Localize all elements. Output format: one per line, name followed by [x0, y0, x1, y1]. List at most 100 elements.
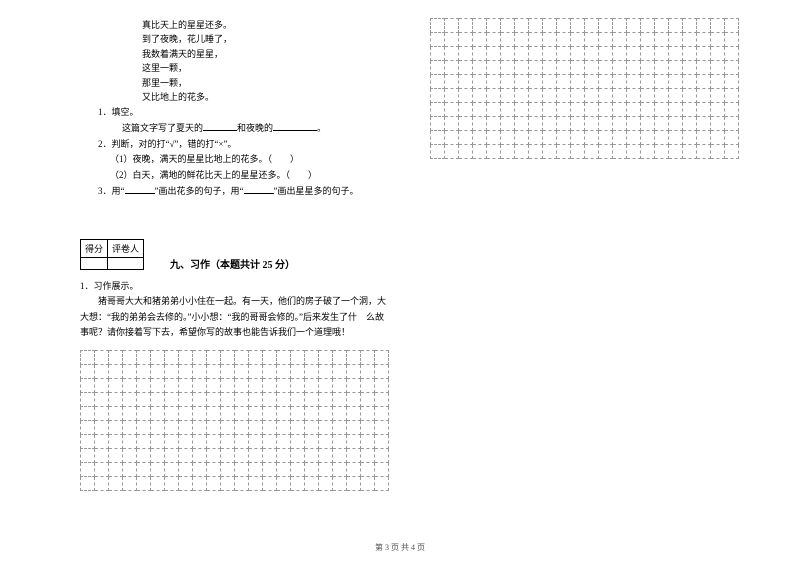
grid-cell[interactable]	[613, 19, 627, 33]
grid-cell[interactable]	[655, 89, 669, 103]
grid-cell[interactable]	[263, 379, 277, 393]
fill-blank[interactable]	[125, 184, 155, 194]
grid-cell[interactable]	[627, 75, 641, 89]
grid-cell[interactable]	[571, 89, 585, 103]
grid-cell[interactable]	[697, 19, 711, 33]
grid-cell[interactable]	[725, 89, 739, 103]
grader-cell[interactable]	[108, 258, 144, 270]
grid-cell[interactable]	[95, 421, 109, 435]
grid-cell[interactable]	[291, 421, 305, 435]
grid-cell[interactable]	[249, 393, 263, 407]
grid-cell[interactable]	[305, 477, 319, 491]
grid-cell[interactable]	[683, 117, 697, 131]
grid-cell[interactable]	[123, 393, 137, 407]
grid-cell[interactable]	[683, 19, 697, 33]
grid-cell[interactable]	[249, 477, 263, 491]
grid-cell[interactable]	[319, 463, 333, 477]
grid-cell[interactable]	[207, 435, 221, 449]
grid-cell[interactable]	[333, 393, 347, 407]
grid-cell[interactable]	[221, 435, 235, 449]
grid-cell[interactable]	[711, 117, 725, 131]
grid-cell[interactable]	[109, 477, 123, 491]
grid-cell[interactable]	[95, 379, 109, 393]
grid-cell[interactable]	[179, 477, 193, 491]
grid-cell[interactable]	[641, 61, 655, 75]
grid-cell[interactable]	[193, 435, 207, 449]
grid-cell[interactable]	[613, 61, 627, 75]
grid-cell[interactable]	[445, 145, 459, 159]
grid-cell[interactable]	[459, 145, 473, 159]
grid-cell[interactable]	[501, 61, 515, 75]
grid-cell[interactable]	[193, 379, 207, 393]
grid-cell[interactable]	[459, 89, 473, 103]
grid-cell[interactable]	[431, 19, 445, 33]
grid-cell[interactable]	[641, 89, 655, 103]
grid-cell[interactable]	[697, 145, 711, 159]
grid-cell[interactable]	[333, 463, 347, 477]
grid-cell[interactable]	[557, 145, 571, 159]
grid-cell[interactable]	[487, 47, 501, 61]
grid-cell[interactable]	[347, 435, 361, 449]
grid-cell[interactable]	[655, 117, 669, 131]
grid-cell[interactable]	[459, 75, 473, 89]
grid-cell[interactable]	[305, 449, 319, 463]
grid-cell[interactable]	[151, 393, 165, 407]
grid-cell[interactable]	[249, 435, 263, 449]
grid-cell[interactable]	[95, 477, 109, 491]
grid-cell[interactable]	[669, 117, 683, 131]
grid-cell[interactable]	[165, 379, 179, 393]
grid-cell[interactable]	[291, 435, 305, 449]
grid-cell[interactable]	[445, 33, 459, 47]
grid-cell[interactable]	[543, 131, 557, 145]
grid-cell[interactable]	[193, 407, 207, 421]
grid-cell[interactable]	[165, 407, 179, 421]
grid-cell[interactable]	[305, 365, 319, 379]
grid-cell[interactable]	[529, 89, 543, 103]
grid-cell[interactable]	[221, 449, 235, 463]
grid-cell[interactable]	[109, 393, 123, 407]
grid-cell[interactable]	[669, 131, 683, 145]
grid-cell[interactable]	[193, 351, 207, 365]
grid-cell[interactable]	[655, 61, 669, 75]
grid-cell[interactable]	[655, 145, 669, 159]
grid-cell[interactable]	[109, 379, 123, 393]
grid-cell[interactable]	[263, 407, 277, 421]
grid-cell[interactable]	[137, 393, 151, 407]
grid-cell[interactable]	[347, 463, 361, 477]
grid-cell[interactable]	[151, 463, 165, 477]
grid-cell[interactable]	[277, 477, 291, 491]
grid-cell[interactable]	[613, 131, 627, 145]
grid-cell[interactable]	[529, 33, 543, 47]
grid-cell[interactable]	[613, 89, 627, 103]
grid-cell[interactable]	[683, 47, 697, 61]
grid-cell[interactable]	[375, 379, 389, 393]
grid-cell[interactable]	[725, 61, 739, 75]
grid-cell[interactable]	[319, 365, 333, 379]
writing-grid-left[interactable]	[80, 350, 389, 491]
grid-cell[interactable]	[655, 75, 669, 89]
grid-cell[interactable]	[501, 103, 515, 117]
grid-cell[interactable]	[557, 117, 571, 131]
grid-cell[interactable]	[123, 379, 137, 393]
grid-cell[interactable]	[683, 103, 697, 117]
grid-cell[interactable]	[599, 103, 613, 117]
grid-cell[interactable]	[515, 75, 529, 89]
grid-cell[interactable]	[137, 365, 151, 379]
grid-cell[interactable]	[501, 145, 515, 159]
grid-cell[interactable]	[179, 435, 193, 449]
grid-cell[interactable]	[641, 33, 655, 47]
grid-cell[interactable]	[557, 19, 571, 33]
grid-cell[interactable]	[683, 61, 697, 75]
grid-cell[interactable]	[501, 89, 515, 103]
grid-cell[interactable]	[515, 131, 529, 145]
grid-cell[interactable]	[319, 435, 333, 449]
grid-cell[interactable]	[529, 75, 543, 89]
grid-cell[interactable]	[599, 89, 613, 103]
grid-cell[interactable]	[319, 393, 333, 407]
grid-cell[interactable]	[627, 145, 641, 159]
grid-cell[interactable]	[725, 75, 739, 89]
grid-cell[interactable]	[473, 47, 487, 61]
grid-cell[interactable]	[165, 365, 179, 379]
grid-cell[interactable]	[95, 351, 109, 365]
grid-cell[interactable]	[137, 351, 151, 365]
